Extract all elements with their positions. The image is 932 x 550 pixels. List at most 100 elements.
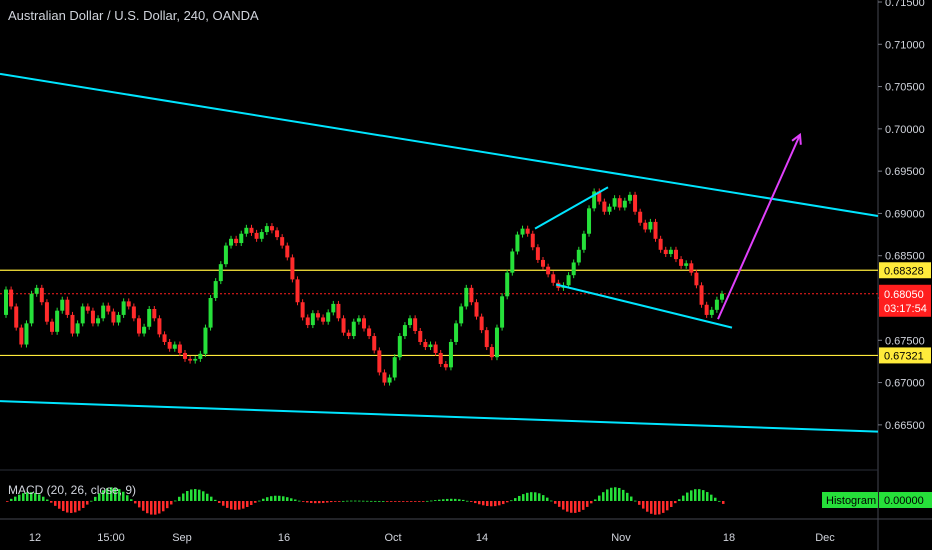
candle-body bbox=[249, 227, 254, 233]
candle-body bbox=[515, 234, 520, 252]
macd-histogram-bar bbox=[218, 501, 221, 503]
macd-histogram-bar bbox=[286, 497, 289, 501]
macd-histogram-bar bbox=[18, 494, 21, 501]
candle-body bbox=[126, 301, 131, 307]
macd-histogram-bar bbox=[510, 500, 513, 502]
macd-histogram-bar bbox=[358, 500, 361, 502]
candle-body bbox=[627, 194, 632, 201]
macd-histogram-bar bbox=[90, 500, 93, 502]
candle-body bbox=[85, 306, 90, 311]
price-tick-label: 0.71000 bbox=[885, 39, 925, 51]
candle-body bbox=[377, 350, 382, 373]
candle-body bbox=[454, 323, 459, 342]
candle-body bbox=[438, 352, 443, 364]
candle-body bbox=[147, 308, 152, 327]
candle-body bbox=[474, 302, 479, 317]
macd-histogram-bar bbox=[94, 496, 97, 501]
macd-histogram-bar bbox=[462, 499, 465, 501]
candle-body bbox=[65, 299, 70, 315]
macd-histogram-bar bbox=[590, 501, 593, 504]
macd-histogram-bar bbox=[498, 501, 501, 506]
candle-body bbox=[684, 263, 689, 266]
macd-histogram-bar bbox=[398, 501, 401, 502]
current-price-label: 0.68050 bbox=[884, 289, 924, 301]
macd-histogram-bar bbox=[470, 501, 473, 502]
macd-histogram-bar bbox=[450, 498, 453, 501]
macd-histogram-bar bbox=[702, 490, 705, 501]
macd-histogram-bar bbox=[110, 487, 113, 501]
candle-body bbox=[14, 306, 19, 328]
macd-histogram-bar bbox=[182, 493, 185, 501]
macd-histogram-bar bbox=[38, 494, 41, 501]
macd-histogram-bar bbox=[570, 501, 573, 513]
macd-histogram-bar bbox=[658, 501, 661, 515]
macd-histogram-bar bbox=[594, 499, 597, 501]
macd-histogram-bar bbox=[294, 499, 297, 501]
candle-body bbox=[464, 287, 469, 307]
macd-histogram-bar bbox=[382, 500, 385, 502]
candle-body bbox=[39, 287, 44, 303]
macd-histogram-bar bbox=[534, 492, 537, 501]
macd-histogram-bar bbox=[194, 489, 197, 501]
macd-histogram-bar bbox=[238, 501, 241, 510]
macd-histogram-bar bbox=[482, 501, 485, 506]
candle-body bbox=[106, 305, 111, 312]
candle-body bbox=[704, 304, 709, 315]
candle-body bbox=[229, 238, 234, 246]
candle-body bbox=[510, 251, 515, 273]
time-axis-label: Sep bbox=[172, 532, 192, 544]
macd-histogram-bar bbox=[98, 493, 101, 501]
time-axis-label: 15:00 bbox=[97, 532, 125, 544]
candle-body bbox=[525, 228, 530, 234]
macd-histogram-bar bbox=[350, 500, 353, 502]
time-axis-label: 12 bbox=[29, 532, 41, 544]
time-axis-label: Nov bbox=[611, 532, 631, 544]
macd-histogram-bar bbox=[414, 501, 417, 502]
macd-histogram-bar bbox=[290, 498, 293, 501]
projection-arrow-line bbox=[717, 134, 801, 320]
macd-histogram-bar bbox=[122, 491, 125, 501]
macd-histogram-bar bbox=[394, 501, 397, 502]
price-tick-label: 0.70000 bbox=[885, 124, 925, 136]
candle-body bbox=[382, 372, 387, 383]
macd-histogram-bar bbox=[502, 501, 505, 505]
macd-histogram-bar bbox=[646, 501, 649, 512]
macd-histogram-bar bbox=[142, 501, 145, 511]
candle-body bbox=[535, 247, 540, 260]
macd-histogram-bar bbox=[274, 495, 277, 501]
macd-histogram-bar bbox=[198, 489, 201, 501]
candle-body bbox=[213, 281, 218, 298]
candle-body bbox=[70, 314, 75, 334]
candle-body bbox=[223, 245, 228, 265]
macd-histogram-bar bbox=[346, 500, 349, 502]
macd-histogram-tag bbox=[822, 492, 878, 508]
candle-body bbox=[520, 228, 525, 235]
candle-body bbox=[612, 198, 617, 207]
candle-body bbox=[479, 316, 484, 331]
candle-body bbox=[356, 318, 361, 322]
macd-histogram-bar bbox=[494, 501, 497, 507]
candle-body bbox=[617, 198, 622, 208]
macd-histogram-bar bbox=[722, 501, 725, 504]
time-axis-label: 14 bbox=[476, 532, 488, 544]
candle-body bbox=[44, 302, 49, 322]
candle-body bbox=[310, 313, 315, 326]
macd-histogram-bar bbox=[78, 501, 81, 511]
candle-body bbox=[188, 358, 193, 361]
candle-body bbox=[351, 321, 356, 337]
macd-histogram-bar bbox=[622, 489, 625, 501]
macd-histogram-bar bbox=[550, 500, 553, 502]
macd-histogram-bar bbox=[386, 501, 389, 502]
macd-histogram-bar bbox=[230, 501, 233, 510]
macd-histogram-bar bbox=[610, 487, 613, 501]
candle-body bbox=[489, 347, 494, 358]
macd-histogram-bar bbox=[546, 497, 549, 501]
macd-histogram-bar bbox=[66, 501, 69, 513]
candle-body bbox=[459, 306, 464, 324]
macd-histogram-bar bbox=[54, 501, 57, 506]
macd-histogram-bar bbox=[278, 495, 281, 501]
candle-body bbox=[530, 233, 535, 248]
candle-body bbox=[602, 201, 607, 212]
candle-body bbox=[448, 341, 453, 368]
